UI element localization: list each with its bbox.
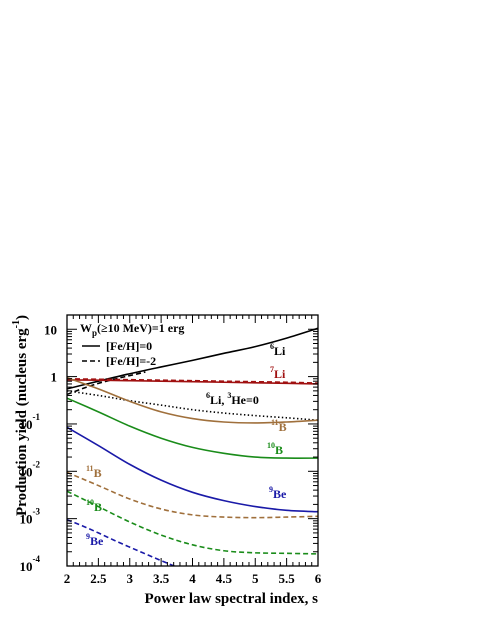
series-line-b10-dashed [67, 490, 318, 555]
y-tick-label: 10-2 [20, 459, 41, 479]
series-label-b10-dashed: 10B [86, 498, 102, 514]
y-axis-label: Production yield (nucleus erg-1) [11, 315, 30, 516]
series-line-be9-dashed [67, 518, 177, 566]
labels-layer: 2 2.5 3 3.5 4 4.5 5 5.5 6 10-4 10-3 10-2 10-1 1 10 Powe… [11, 315, 322, 607]
x-tick-label: 5 [252, 571, 259, 586]
series-label-b10-solid: 10B [267, 441, 283, 457]
series-line-li6-dashed [67, 371, 146, 396]
series-line-li7-solid [67, 379, 318, 385]
ticks-layer [66, 314, 319, 567]
series-line-li7-dashed [67, 377, 318, 384]
x-tick-label: 3.5 [153, 571, 170, 586]
series-label-li7-solid: 7Li [270, 365, 286, 381]
x-tick-label: 5.5 [279, 571, 296, 586]
x-tick-label: 4.5 [216, 571, 233, 586]
legend-dashed-label: [Fe/H]=-2 [106, 354, 156, 368]
x-tick-label: 6 [315, 571, 322, 586]
x-tick-label: 2 [64, 571, 71, 586]
x-axis-label: Power law spectral index, s [145, 591, 319, 607]
series-line-b11-dashed [67, 471, 318, 519]
series-line-b11-solid [67, 376, 318, 424]
series-label-b11-dashed: 11B [86, 464, 102, 480]
x-tick-label: 2.5 [90, 571, 107, 586]
series-layer [67, 327, 318, 566]
series-line-be9-solid [67, 426, 318, 513]
series-line-li6-he3-dotted [67, 390, 318, 421]
energy-annotation: Wp(≥10 MeV)=1 erg [80, 321, 184, 338]
series-label-li6-solid: 6Li [270, 342, 286, 358]
series-label-b11-solid: 11B [271, 418, 287, 434]
series-label-be9-solid: 9Be [269, 485, 287, 501]
y-tick-label: 10 [44, 322, 57, 337]
x-tick-label: 3 [127, 571, 134, 586]
y-tick-label: 10-4 [20, 554, 41, 574]
series-label-be9-dashed: 9Be [86, 532, 104, 548]
legend-solid-label: [Fe/H]=0 [106, 339, 152, 353]
y-tick-label: 1 [51, 370, 58, 385]
y-tick-label: 10-1 [20, 412, 41, 432]
y-tick-label: 10-3 [20, 507, 41, 527]
series-line-b10-solid [67, 397, 318, 459]
series-label-li6-he3-dotted: 6Li, 3He=0 [206, 391, 259, 407]
x-tick-label: 4 [189, 571, 196, 586]
